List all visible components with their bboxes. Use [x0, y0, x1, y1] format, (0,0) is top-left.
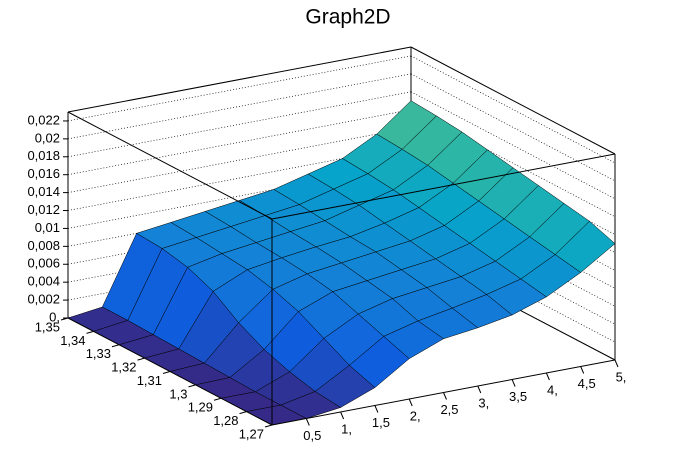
- z-tick-label: 0,01: [35, 220, 60, 235]
- box-edge: [271, 153, 616, 220]
- y-tick: [188, 384, 196, 388]
- y-tick: [264, 424, 273, 428]
- y-tick-label: 1,27: [239, 426, 264, 441]
- y-tick-label: 1,3: [169, 386, 187, 401]
- x-tick-label: 3,5: [509, 389, 527, 404]
- grid-line: [67, 145, 412, 211]
- x-tick-label: 1,5: [372, 415, 390, 430]
- z-tick-label: 0,: [49, 309, 60, 324]
- grid-line: [67, 73, 412, 140]
- y-tick-label: 1,33: [86, 346, 111, 361]
- z-tick-label: 0,006: [27, 256, 60, 271]
- y-tick: [60, 317, 69, 321]
- x-tick: [374, 405, 379, 413]
- y-tick-label: 1,31: [137, 373, 162, 388]
- z-tick-label: 0,02: [35, 130, 60, 145]
- y-tick-label: 1,35: [35, 319, 60, 334]
- y-tick: [137, 357, 145, 361]
- grid-line: [67, 163, 412, 229]
- grid-line: [67, 55, 412, 122]
- box-edge: [410, 46, 616, 155]
- z-tick-label: 0,016: [27, 166, 60, 181]
- x-tick-label: 2,: [410, 408, 421, 423]
- x-tick: [340, 411, 345, 420]
- x-tick: [580, 366, 585, 374]
- x-tick: [477, 385, 482, 394]
- y-tick: [239, 411, 247, 415]
- x-tick: [614, 359, 619, 368]
- z-tick-label: 0,018: [27, 148, 60, 163]
- z-tick-label: 0,012: [27, 202, 60, 217]
- x-tick-label: 4,5: [578, 376, 596, 391]
- z-tick-label: 0,014: [27, 184, 60, 199]
- y-tick: [86, 330, 94, 334]
- x-tick: [545, 372, 550, 381]
- x-tick: [408, 398, 413, 407]
- y-tick-label: 1,28: [213, 413, 238, 428]
- chart-title: Graph2D: [305, 6, 390, 29]
- x-tick-label: 5,: [616, 369, 627, 384]
- y-tick-label: 1,29: [188, 400, 213, 415]
- x-tick: [305, 418, 310, 426]
- y-tick: [111, 344, 120, 348]
- box-edge: [67, 46, 412, 113]
- x-tick: [443, 392, 447, 400]
- x-tick: [511, 379, 516, 387]
- x-tick-label: 1,: [341, 421, 352, 436]
- y-tick: [213, 397, 222, 401]
- box-edge: [67, 111, 273, 220]
- x-tick-label: 0,5: [303, 428, 321, 443]
- grid-line: [67, 127, 412, 193]
- x-tick-label: 3,: [478, 395, 489, 410]
- grid-line: [67, 91, 412, 158]
- z-tick-label: 0,008: [27, 238, 60, 253]
- grid-line: [67, 109, 412, 176]
- z-tick-label: 0,002: [27, 292, 60, 307]
- y-tick-label: 1,32: [111, 360, 136, 375]
- x-tick-label: 4,: [547, 382, 558, 397]
- z-tick-label: 0,022: [27, 112, 60, 127]
- z-tick-label: 0,004: [27, 274, 60, 289]
- y-tick-label: 1,34: [60, 333, 85, 348]
- x-tick-label: 2,5: [440, 402, 458, 417]
- y-tick: [162, 371, 171, 374]
